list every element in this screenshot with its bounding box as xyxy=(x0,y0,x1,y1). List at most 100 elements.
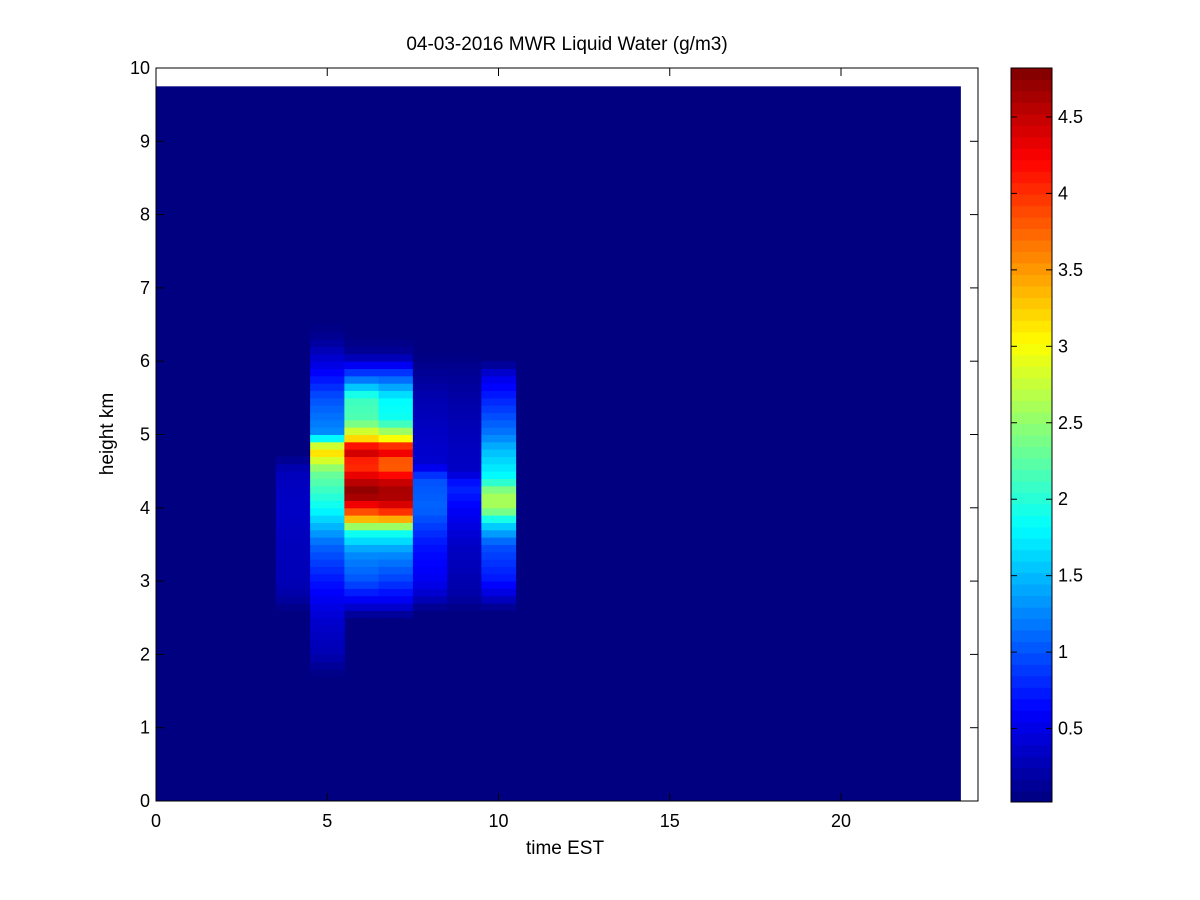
heatmap-cell xyxy=(310,588,345,597)
heatmap-cell xyxy=(344,595,380,604)
heatmap-cell xyxy=(412,427,448,435)
heatmap-cell xyxy=(275,551,311,560)
heatmap-cell xyxy=(481,507,517,516)
heatmap-cell xyxy=(378,419,414,428)
heatmap-cell xyxy=(481,537,517,545)
colorbar-segment xyxy=(1011,538,1052,551)
colorbar-segment xyxy=(1011,446,1052,459)
heatmap-cell xyxy=(447,405,482,414)
heatmap-cell xyxy=(344,456,380,465)
heatmap-cell xyxy=(275,529,311,538)
colorbar-tick-label: 2.5 xyxy=(1058,413,1083,433)
colorbar-tick-label: 3 xyxy=(1058,336,1068,356)
heatmap-cell xyxy=(447,353,482,362)
heatmap-cell xyxy=(378,463,414,472)
heatmap-cell xyxy=(344,544,380,553)
heatmap-cell xyxy=(412,551,448,560)
heatmap-cell xyxy=(378,405,414,414)
heatmap-cell xyxy=(310,595,345,604)
heatmap-cell xyxy=(447,478,482,487)
heatmap-cell xyxy=(310,581,345,589)
heatmap-cell xyxy=(447,588,482,597)
heatmap-cell xyxy=(378,434,414,443)
colorbar-segment xyxy=(1011,779,1052,792)
heatmap-cell xyxy=(378,346,414,355)
colorbar-segment xyxy=(1011,698,1052,711)
heatmap-cell xyxy=(275,544,311,553)
heatmap-cell xyxy=(481,566,517,575)
heatmap-cell xyxy=(447,449,482,457)
x-tick-label: 10 xyxy=(488,811,508,831)
y-axis-label: height km xyxy=(97,393,118,475)
heatmap-cell xyxy=(412,529,448,538)
colorbar-segment xyxy=(1011,423,1052,436)
heatmap-cell xyxy=(412,515,448,523)
heatmap-cell xyxy=(481,441,517,450)
heatmap-cell xyxy=(344,529,380,538)
heatmap-cell xyxy=(481,573,517,582)
heatmap-cell xyxy=(275,515,311,523)
colorbar-segment xyxy=(1011,503,1052,516)
heatmap-cell xyxy=(344,471,380,479)
heatmap-cell xyxy=(447,383,482,392)
heatmap-cell xyxy=(344,581,380,589)
heatmap-cell xyxy=(481,522,517,531)
heatmap-cell xyxy=(275,500,311,509)
heatmap-cell xyxy=(378,507,414,516)
heatmap-cell xyxy=(310,463,345,472)
heatmap-cell xyxy=(310,339,345,348)
heatmap-cell xyxy=(481,449,517,457)
heatmap-cell xyxy=(310,412,345,421)
heatmap-cell xyxy=(310,661,345,670)
colorbar-segment xyxy=(1011,366,1052,379)
heatmap-cell xyxy=(412,471,448,479)
heatmap-cell xyxy=(447,537,482,545)
heatmap-cell xyxy=(310,625,345,633)
colorbar-tick-label: 4.5 xyxy=(1058,107,1083,127)
heatmap-cell xyxy=(344,493,380,501)
heatmap-cell xyxy=(310,427,345,435)
colorbar-segment xyxy=(1011,308,1052,321)
heatmap-cell xyxy=(378,441,414,450)
heatmap-cell xyxy=(412,559,448,567)
chart-title: 04-03-2016 MWR Liquid Water (g/m3) xyxy=(406,34,727,55)
heatmap-cell xyxy=(447,559,482,567)
heatmap-cell xyxy=(344,412,380,421)
heatmap-cell xyxy=(310,544,345,553)
heatmap-cell xyxy=(412,368,448,377)
heatmap-cell xyxy=(275,603,311,611)
colorbar-segment xyxy=(1011,733,1052,746)
heatmap-cell xyxy=(344,537,380,545)
heatmap-cell xyxy=(447,412,482,421)
y-tick-label: 2 xyxy=(140,644,150,664)
colorbar-tick-label: 2 xyxy=(1058,489,1068,509)
heatmap-cell xyxy=(447,551,482,560)
heatmap-cell xyxy=(481,463,517,472)
heatmap-cell xyxy=(447,595,482,604)
colorbar-segment xyxy=(1011,584,1052,597)
heatmap-cell xyxy=(344,500,380,509)
colorbar-segment xyxy=(1011,549,1052,562)
heatmap-cell xyxy=(412,603,448,611)
colorbar-segment xyxy=(1011,113,1052,126)
heatmap-cell xyxy=(412,463,448,472)
colorbar-segment xyxy=(1011,435,1052,447)
y-tick-label: 0 xyxy=(140,791,150,811)
heatmap-cell xyxy=(344,434,380,443)
colorbar-border xyxy=(1010,67,1053,803)
heatmap-cell xyxy=(481,405,517,414)
heatmap-cell xyxy=(412,383,448,392)
heatmap-cell xyxy=(275,566,311,575)
heatmap-cell xyxy=(310,647,345,655)
heatmap-cell xyxy=(481,544,517,553)
heatmap-cell xyxy=(412,390,448,399)
heatmap-cell xyxy=(447,456,482,465)
heatmap-cell xyxy=(275,463,311,472)
heatmap-cell xyxy=(310,537,345,545)
colorbar-segment xyxy=(1011,182,1052,195)
heatmap-cell xyxy=(310,331,345,340)
heatmap-cell xyxy=(412,485,448,494)
heatmap-cell xyxy=(412,361,448,370)
heatmap-cell xyxy=(344,515,380,523)
heatmap-cell xyxy=(412,405,448,414)
